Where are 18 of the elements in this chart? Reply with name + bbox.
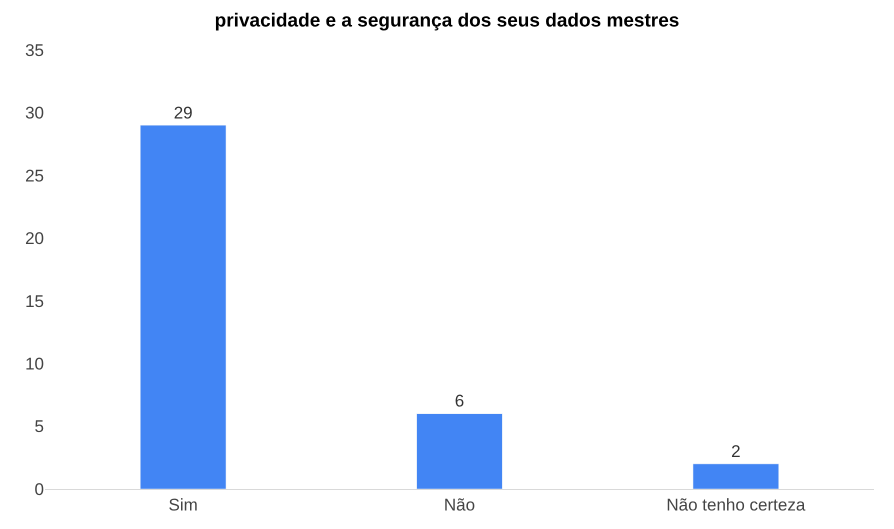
y-tick-label: 10: [25, 354, 44, 374]
bar: [692, 464, 779, 489]
x-tick-label: Não tenho certeza: [666, 495, 806, 514]
data-label: 29: [174, 103, 193, 122]
y-tick-label: 30: [25, 104, 44, 123]
data-label: 2: [731, 442, 741, 461]
data-label: 6: [454, 392, 464, 411]
bar: [140, 125, 226, 489]
chart-title: privacidade e a segurança dos seus dados mestres: [214, 10, 680, 32]
y-tick-label: 35: [25, 40, 44, 60]
y-tick-label: 5: [34, 417, 44, 436]
y-tick-label: 25: [25, 166, 44, 186]
x-tick-label: Sim: [168, 495, 198, 514]
y-tick-label: 15: [25, 292, 44, 311]
x-tick-label: Não: [444, 495, 476, 514]
bar: [416, 413, 503, 489]
y-tick-label: 20: [25, 229, 44, 248]
y-tick-label: 0: [34, 480, 44, 499]
